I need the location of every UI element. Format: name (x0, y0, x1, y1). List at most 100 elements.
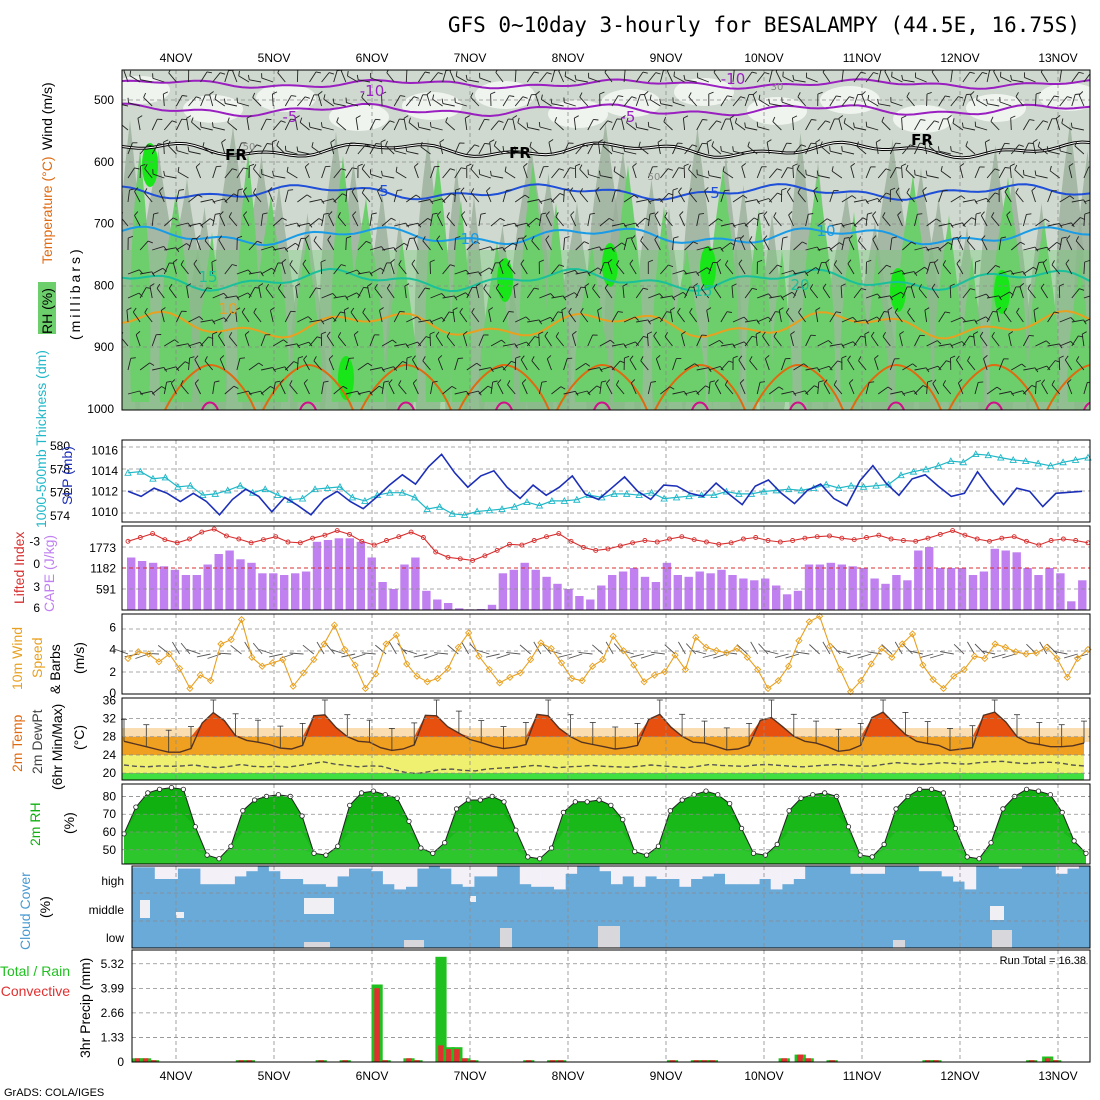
cloud-high-clear (189, 866, 201, 869)
wind-barb (442, 311, 450, 323)
wind-barb (188, 96, 197, 107)
wind-barb-flag (599, 91, 605, 95)
wind-barb-flag (738, 259, 743, 264)
wind-barb-flag (323, 212, 329, 215)
wind-barb (684, 286, 691, 299)
wind-barb (243, 215, 250, 227)
wind-barb (741, 166, 746, 179)
wind-barb (236, 269, 249, 275)
wind-barb (380, 141, 383, 155)
wind-barb-flag (909, 144, 915, 147)
wind-barb (629, 359, 637, 371)
precip-tick: 1.33 (101, 1030, 125, 1044)
wind-barb (871, 335, 879, 347)
wind-barb-flag (978, 381, 984, 383)
wind-barb (214, 98, 226, 107)
wind-barb (974, 261, 977, 275)
wind-barb (277, 72, 286, 83)
wind-barb (899, 334, 903, 347)
wind-barb (504, 171, 516, 179)
wind-barb (947, 118, 952, 131)
wind-barb-flag (564, 188, 570, 191)
wind-barb (1010, 286, 1017, 299)
wind-barb (507, 264, 516, 275)
wind-barb-flag (252, 92, 256, 98)
wind-barb (701, 288, 710, 299)
wind-barb-flag (247, 74, 250, 80)
wind-barb-flag (1042, 259, 1048, 264)
wind-barb (792, 165, 794, 179)
wind-barb-flag (522, 96, 528, 99)
wind-barb (847, 359, 855, 371)
wind-barb (957, 238, 964, 251)
wind-speed-point (702, 643, 710, 651)
wind-barb-flag (546, 355, 552, 360)
wind-barb (377, 190, 383, 203)
wind-barb-flag (399, 310, 405, 313)
wind-barb-flag (517, 117, 520, 123)
ylabel-wind: Wind (m/s) (39, 82, 55, 150)
wind-barb-flag (817, 91, 823, 95)
wind-barb-flag (826, 218, 832, 222)
lifted-index-point (150, 531, 156, 537)
wind-barb-flag (699, 212, 705, 215)
wind-barb-flag (828, 366, 833, 371)
wind-barb-flag (315, 287, 321, 290)
wind-barb (381, 120, 391, 131)
wind-barb-flag (228, 332, 233, 337)
wind-barb (563, 237, 566, 251)
wind-barb-flag (1051, 260, 1055, 266)
wind-barb (990, 120, 1000, 131)
wind-barb-flag (782, 71, 784, 77)
wind-barb (902, 144, 911, 155)
wind-barb-flag (357, 390, 361, 396)
wind-barb-flag (706, 307, 712, 311)
wind-barb-flag (379, 307, 384, 311)
wind-barb (1027, 288, 1036, 299)
wind-barb-flag (617, 311, 623, 313)
wind-barb (580, 312, 589, 323)
cloud-high-clear (439, 866, 452, 869)
wind-barb-flag (134, 167, 140, 170)
wind-barb-flag (400, 95, 406, 97)
wind-barb-flag (936, 340, 942, 345)
wind-barb-10m (836, 650, 851, 655)
wind-barb-flag (979, 331, 984, 337)
cape-bar (1078, 580, 1087, 611)
wind-barb (1035, 120, 1044, 131)
wind-barb (347, 75, 359, 83)
wind-barb-flag (872, 211, 877, 216)
wind-barb (696, 367, 709, 371)
wind-barb-flag (204, 236, 208, 241)
wind-barb-flag (864, 331, 870, 335)
wind-barb-flag (526, 122, 529, 128)
lifted-index-point (1048, 538, 1054, 543)
wind-barb-flag (521, 379, 527, 384)
wind-barb (269, 310, 274, 323)
wind-barb (386, 287, 395, 299)
wind-barb-flag (849, 96, 855, 99)
wind-speed-point (568, 674, 576, 683)
wind-barb (575, 390, 588, 395)
thickness-point (972, 450, 980, 458)
lifted-index-point (310, 535, 316, 541)
wind-barb (616, 384, 625, 395)
wind-barb (714, 383, 722, 395)
wind-barb-flag (1075, 236, 1079, 242)
wind-barb (1023, 385, 1033, 395)
lifted-index-point (913, 538, 919, 544)
wind-speed-point (743, 653, 751, 661)
cape-bar (662, 562, 672, 611)
cape-bar (323, 540, 333, 610)
contour-label: 10 (218, 300, 237, 318)
wind-barb (512, 118, 516, 131)
wind-barb-flag (961, 341, 966, 346)
rh-point (667, 808, 673, 814)
precip-convective-bar (933, 1060, 939, 1062)
wind-barb-flag (484, 118, 490, 121)
wind-barb (1000, 76, 1012, 83)
wind-barb (640, 240, 649, 251)
wind-barb (489, 142, 492, 155)
wind-speed-point (475, 652, 483, 660)
